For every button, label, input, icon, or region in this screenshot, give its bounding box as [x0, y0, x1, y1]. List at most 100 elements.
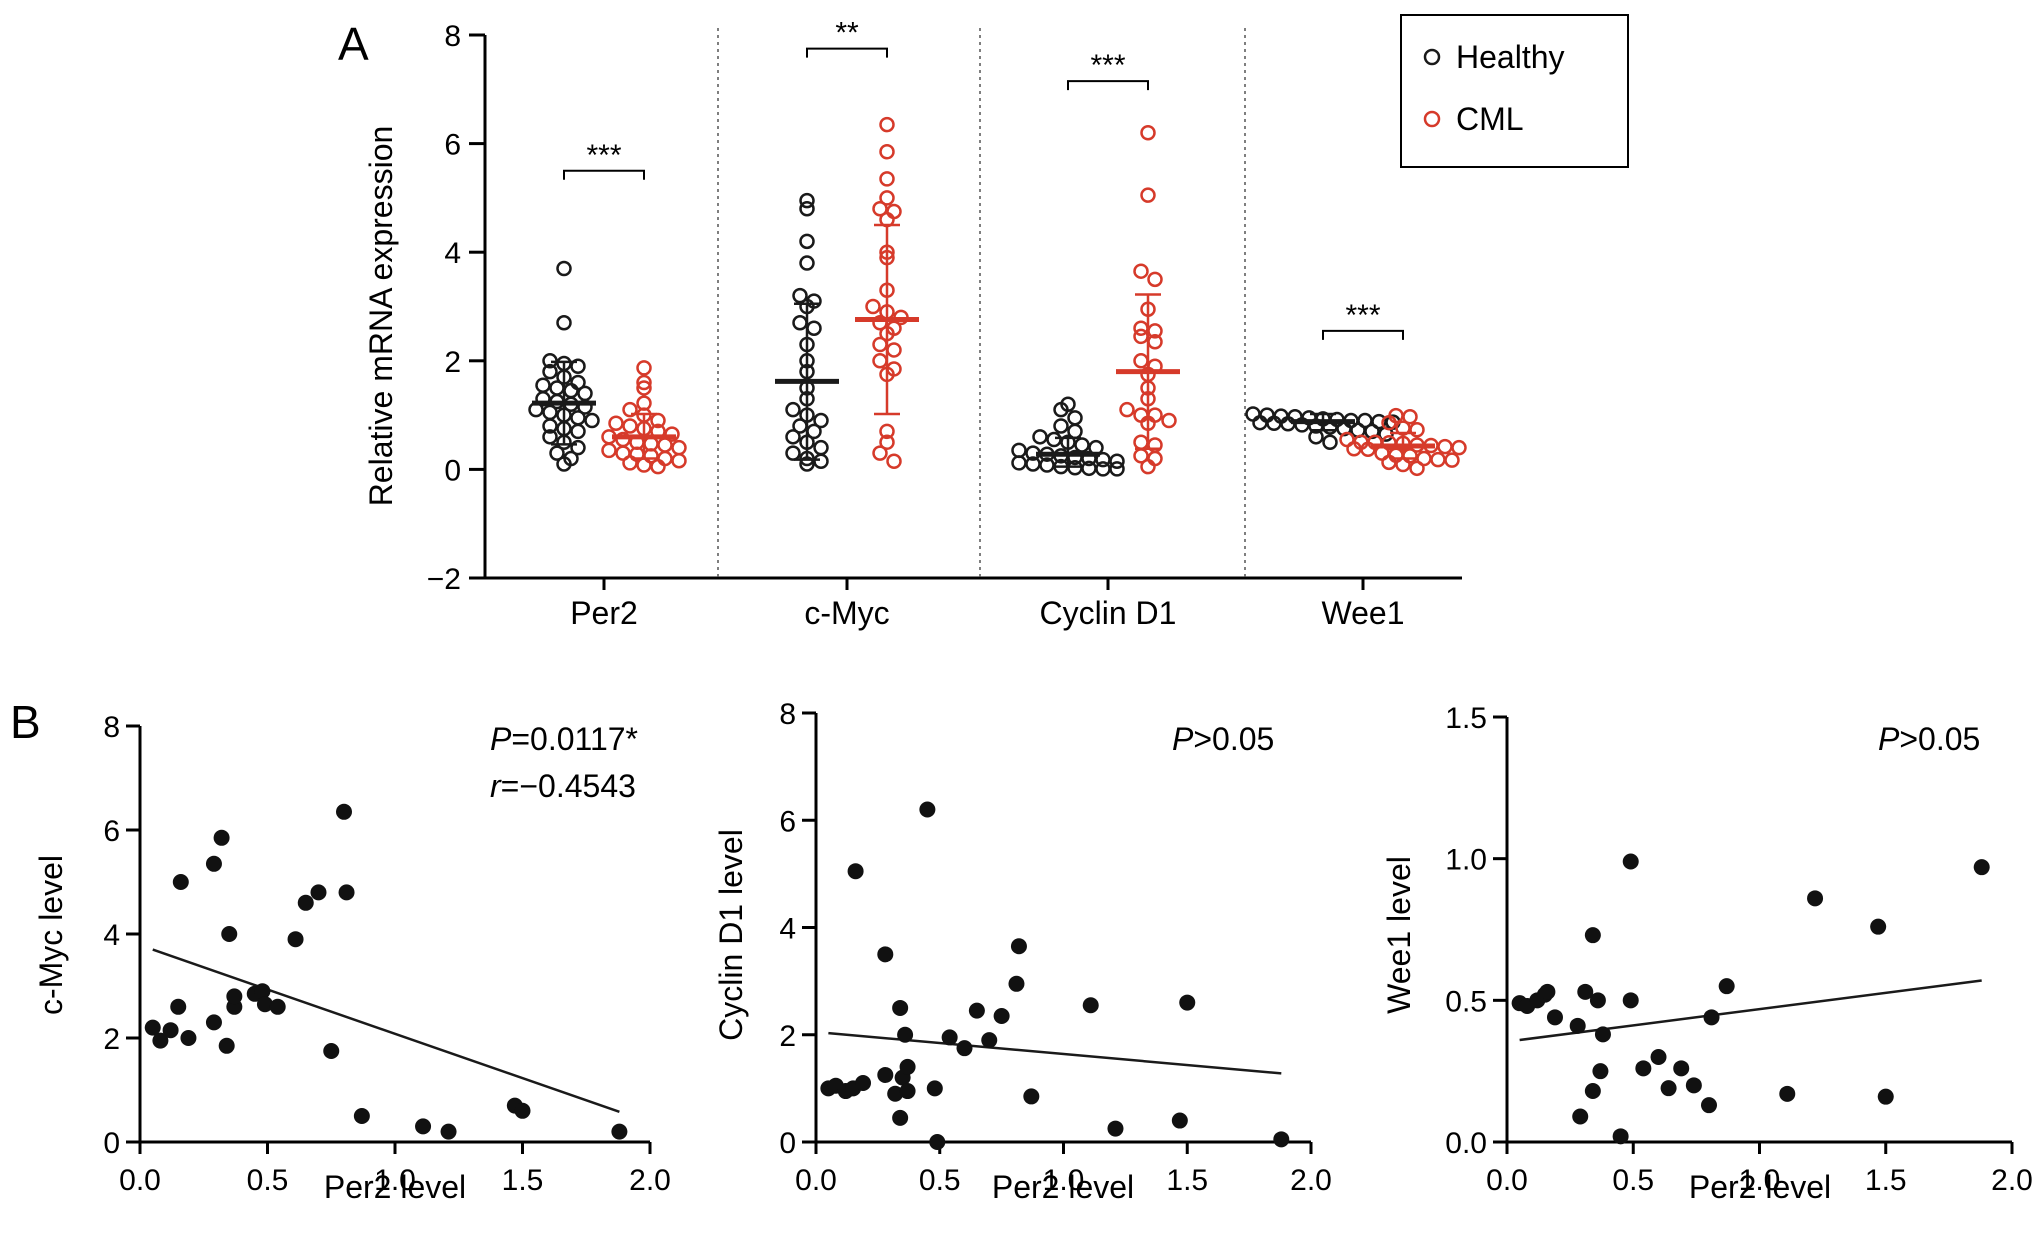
b3-scatter-point: [1685, 1077, 1702, 1094]
b2-scatter-point: [1008, 975, 1025, 992]
point-healthy-per2: [577, 385, 593, 402]
b2-scatter-point: [1179, 994, 1196, 1011]
panel-b2-x-axis-label: Per2 level: [992, 1169, 1134, 1205]
b2-x-tick-label: 2.0: [1290, 1164, 1332, 1197]
point-cml-per2: [636, 374, 652, 391]
b3-x-tick-label: 1.5: [1865, 1164, 1907, 1197]
point-cml-per2: [671, 452, 687, 469]
b1-scatter-point: [205, 855, 222, 872]
b3-scatter-point: [1701, 1097, 1717, 1114]
panel-a-x-tick-label-per2: Per2: [570, 595, 638, 631]
b2-scatter-point: [1171, 1112, 1188, 1129]
point-cml-c-myc: [879, 423, 895, 440]
b2-scatter-point: [981, 1032, 998, 1049]
b2-y-tick-label: 2: [779, 1020, 796, 1053]
b3-y-tick-label: 0.0: [1445, 1127, 1487, 1160]
point-healthy-cyclin-d1: [1109, 461, 1125, 477]
panel-a-y-axis-label: Relative mRNA expression: [363, 126, 399, 507]
significance-bracket-c-myc: [806, 47, 888, 58]
point-healthy-per2: [584, 412, 600, 429]
legend-cml-marker: [1423, 110, 1441, 128]
panel-b2-marks: [820, 801, 1290, 1150]
b1-y-tick-label: 4: [103, 919, 120, 952]
b1-scatter-point: [170, 998, 187, 1015]
panel-a-y-tick-label: 0: [444, 454, 461, 487]
b2-y-tick-label: 4: [779, 913, 796, 946]
b2-scatter-point: [1082, 997, 1099, 1014]
point-healthy-per2: [570, 358, 586, 374]
point-cml-c-myc: [886, 342, 902, 358]
point-healthy-c-myc: [813, 439, 829, 456]
b1-scatter-point: [213, 829, 230, 846]
point-cml-cyclin-d1: [1147, 450, 1163, 467]
b1-scatter-point: [287, 931, 304, 948]
point-cml-cyclin-d1: [1140, 124, 1156, 141]
b2-y-tick-label: 0: [779, 1127, 796, 1160]
panel-b2-p-annotation: P>0.05: [1172, 721, 1274, 757]
point-healthy-per2: [570, 410, 586, 426]
b2-scatter-point: [899, 1083, 916, 1100]
point-healthy-wee1: [1245, 406, 1261, 422]
b3-scatter-point: [1718, 978, 1735, 995]
point-cml-wee1: [1402, 448, 1418, 464]
point-healthy-c-myc: [792, 315, 808, 331]
point-cml-c-myc: [872, 336, 888, 353]
point-healthy-per2: [542, 429, 558, 445]
b3-y-tick-label: 1.5: [1445, 702, 1487, 735]
point-healthy-cyclin-d1: [1053, 418, 1069, 434]
panel-b1-r-annotation: r=−0.4543: [490, 768, 636, 804]
b1-y-tick-label: 6: [103, 815, 120, 848]
point-cml-wee1: [1409, 422, 1425, 438]
b1-scatter-point: [353, 1108, 370, 1124]
b3-scatter-point: [1807, 890, 1824, 907]
point-healthy-per2: [542, 404, 558, 421]
b1-scatter-point: [323, 1043, 340, 1059]
b2-scatter-point: [956, 1040, 973, 1057]
b3-y-tick-label: 0.5: [1445, 985, 1487, 1018]
point-healthy-per2: [535, 377, 551, 393]
point-healthy-c-myc: [799, 192, 815, 209]
b1-y-tick-label: 8: [103, 711, 120, 744]
b1-x-tick-label: 0.5: [247, 1164, 289, 1197]
point-cml-per2: [636, 457, 652, 473]
panel-a-y-tick-label: −2: [427, 563, 461, 596]
panel-a-y-tick-label: 8: [444, 20, 461, 53]
panel-a-y-tick-label: 4: [444, 237, 461, 270]
point-cml-per2: [636, 380, 652, 396]
point-cml-per2: [657, 437, 673, 453]
panel-b1-x-axis-label: Per2 level: [324, 1169, 466, 1205]
panel-b2-p-symbol: P: [1172, 721, 1194, 757]
b2-scatter-point: [899, 1058, 916, 1075]
panel-label-b: B: [10, 696, 41, 748]
b2-scatter-point: [897, 1026, 914, 1043]
b3-scatter-point: [1612, 1128, 1629, 1145]
point-healthy-cyclin-d1: [1081, 460, 1097, 477]
b3-scatter-point: [1635, 1060, 1652, 1077]
point-healthy-wee1: [1322, 434, 1338, 450]
point-healthy-c-myc: [806, 320, 822, 336]
point-cml-wee1: [1444, 452, 1460, 468]
b2-y-tick-label: 8: [779, 698, 796, 731]
point-cml-wee1: [1430, 451, 1446, 468]
point-cml-cyclin-d1: [1133, 328, 1149, 345]
panel-a-axes: −2 0 2 4 6 8 Per2 c-Myc Cyclin D1 Wee1: [427, 20, 1462, 631]
b1-scatter-point: [338, 884, 355, 901]
significance-bracket-cyclin-d1: [1067, 80, 1149, 91]
panel-b1-r-symbol: r: [490, 768, 502, 804]
point-cml-wee1: [1360, 441, 1376, 458]
b2-scatter-point: [1107, 1120, 1124, 1137]
point-healthy-cyclin-d1: [1109, 453, 1125, 470]
panel-b3-p-symbol: P: [1878, 721, 1900, 757]
point-healthy-c-myc: [785, 429, 801, 445]
b1-scatter-point: [336, 803, 352, 820]
point-cml-per2: [650, 458, 666, 475]
legend-cml-label: CML: [1456, 101, 1524, 137]
b2-scatter-point: [968, 1002, 985, 1019]
b2-scatter-point: [892, 1109, 909, 1126]
point-healthy-per2: [542, 363, 558, 380]
point-cml-c-myc: [879, 171, 895, 187]
point-cml-per2: [622, 455, 638, 471]
b1-regression-line: [152, 948, 620, 1114]
b3-scatter-point: [1592, 1063, 1609, 1080]
